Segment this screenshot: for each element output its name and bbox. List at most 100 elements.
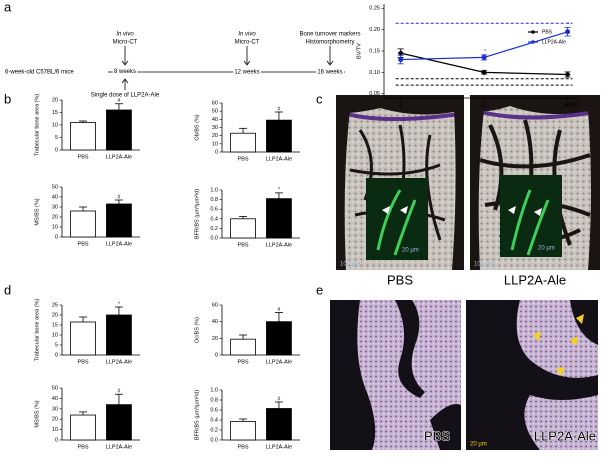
panel-label: a [4,0,12,14]
scale-label: 100 µm [340,262,360,268]
x-tick-label: PBS [238,444,249,450]
bar [70,210,96,238]
y-tick-label: 10 [52,224,58,230]
y-tick-label: 25 [52,302,58,308]
significance-marker: # [278,396,281,402]
y-tick-label: 60 [212,302,218,308]
y-axis-label: Oc/BS (%) [194,317,200,343]
bar [266,408,292,441]
significance-marker: * [568,22,570,28]
y-tick-label: 20 [52,312,58,318]
event-note: Micro-CT [113,40,138,46]
x-tick-label: LLP2A-Ale [266,242,292,248]
point [397,50,404,57]
y-tick-label: 0.2 [210,226,218,232]
x-tick-label: PBS [238,359,249,365]
x-tick-label: 16 [565,102,571,108]
panel-label: d [4,282,11,297]
y-axis-label: Trabecular bone area (%) [34,299,40,362]
bar [70,122,96,151]
legend-marker [531,40,535,44]
bar [266,321,292,356]
y-axis-label: MS/BS (%) [34,400,40,427]
y-tick-label: 1.0 [210,387,218,393]
panel-label: e [316,282,323,297]
arrow-head [243,60,251,66]
bar [70,321,96,356]
arrow-head [121,78,129,84]
arrow-head [326,60,334,66]
y-tick-label: 50 [212,109,218,115]
y-tick-label: 5 [55,342,58,348]
y-tick-label: 0.15 [369,48,380,54]
y-tick-label: 0.4 [210,417,218,423]
panel-label: c [316,91,323,106]
x-tick-label: PBS [78,241,89,247]
y-tick-label: 0.0 [210,235,218,241]
x-tick-label: LLP2A-Ale [266,444,292,450]
significance-marker: * [118,301,120,307]
y-tick-label: 30 [212,125,218,131]
y-tick-label: 0 [215,149,218,155]
y-axis-label: Ob/BS (%) [194,114,200,140]
legend-label: LLP2A-Ale [542,39,566,45]
panel-label: b [4,91,11,106]
timeline-dose: Single dose of LLP2A-Ale [91,93,160,99]
y-tick-label: 0.25 [369,6,380,12]
arrow-head [121,60,129,66]
image-label: LLP2A-Ale [504,272,566,287]
bar [106,404,132,441]
x-tick-label: PBS [238,156,249,162]
y-tick-label: 60 [212,100,218,106]
y-tick-label: 20 [52,97,58,103]
y-axis-label: BFR/BS (µm³/µm²/d) [194,390,200,441]
y-tick-label: 0.10 [369,70,380,76]
x-tick-label: 8 [399,102,402,108]
y-tick-label: 0.20 [369,27,380,33]
bar [266,198,292,239]
y-tick-label: 30 [52,406,58,412]
y-tick-label: 0 [55,234,58,240]
y-tick-label: 0.8 [210,397,218,403]
y-tick-label: 0.6 [210,407,218,413]
scale-label: 100 µm [474,262,494,268]
y-tick-label: 40 [52,396,58,402]
bar [106,314,132,356]
y-tick-label: 0.05 [369,91,380,97]
significance-marker: # [118,194,121,200]
scale-label: 20 µm [470,442,487,448]
scale-label: 20 µm [402,248,419,254]
image-label: PBS [387,272,413,287]
bar [106,203,132,238]
y-tick-label: 20 [212,336,218,342]
point [565,29,571,35]
bar [266,119,292,153]
y-tick-label: 10 [52,332,58,338]
event-label: 12 weeks [234,70,259,76]
y-tick-label: 0 [55,437,58,443]
bar [230,132,256,153]
y-tick-label: 20 [52,417,58,423]
x-tick-label: PBS [78,444,89,450]
y-tick-label: 40 [52,194,58,200]
bar [230,338,256,356]
x-tick-label: LLP2A-Ale [106,241,132,247]
bar [230,218,256,239]
event-label: 8 weeks [114,69,136,75]
y-tick-label: 0 [55,352,58,358]
x-tick-label: PBS [238,242,249,248]
y-tick-label: 50 [52,184,58,190]
scale-label: 20 µm [538,246,555,252]
point [564,71,571,78]
image-label: LLP2A-Ale [534,428,596,443]
significance-marker: # [118,389,121,395]
y-tick-label: 15 [52,110,58,116]
event-note: In vivo [238,32,256,38]
y-tick-label: 30 [52,204,58,210]
x-tick-label: LLP2A-Ale [266,156,292,162]
y-axis-label: Trabecular bone area (%) [34,94,40,157]
y-tick-label: 20 [52,214,58,220]
event-note: In vivo [116,32,134,38]
y-tick-label: 10 [212,141,218,147]
x-tick-label: PBS [78,359,89,365]
